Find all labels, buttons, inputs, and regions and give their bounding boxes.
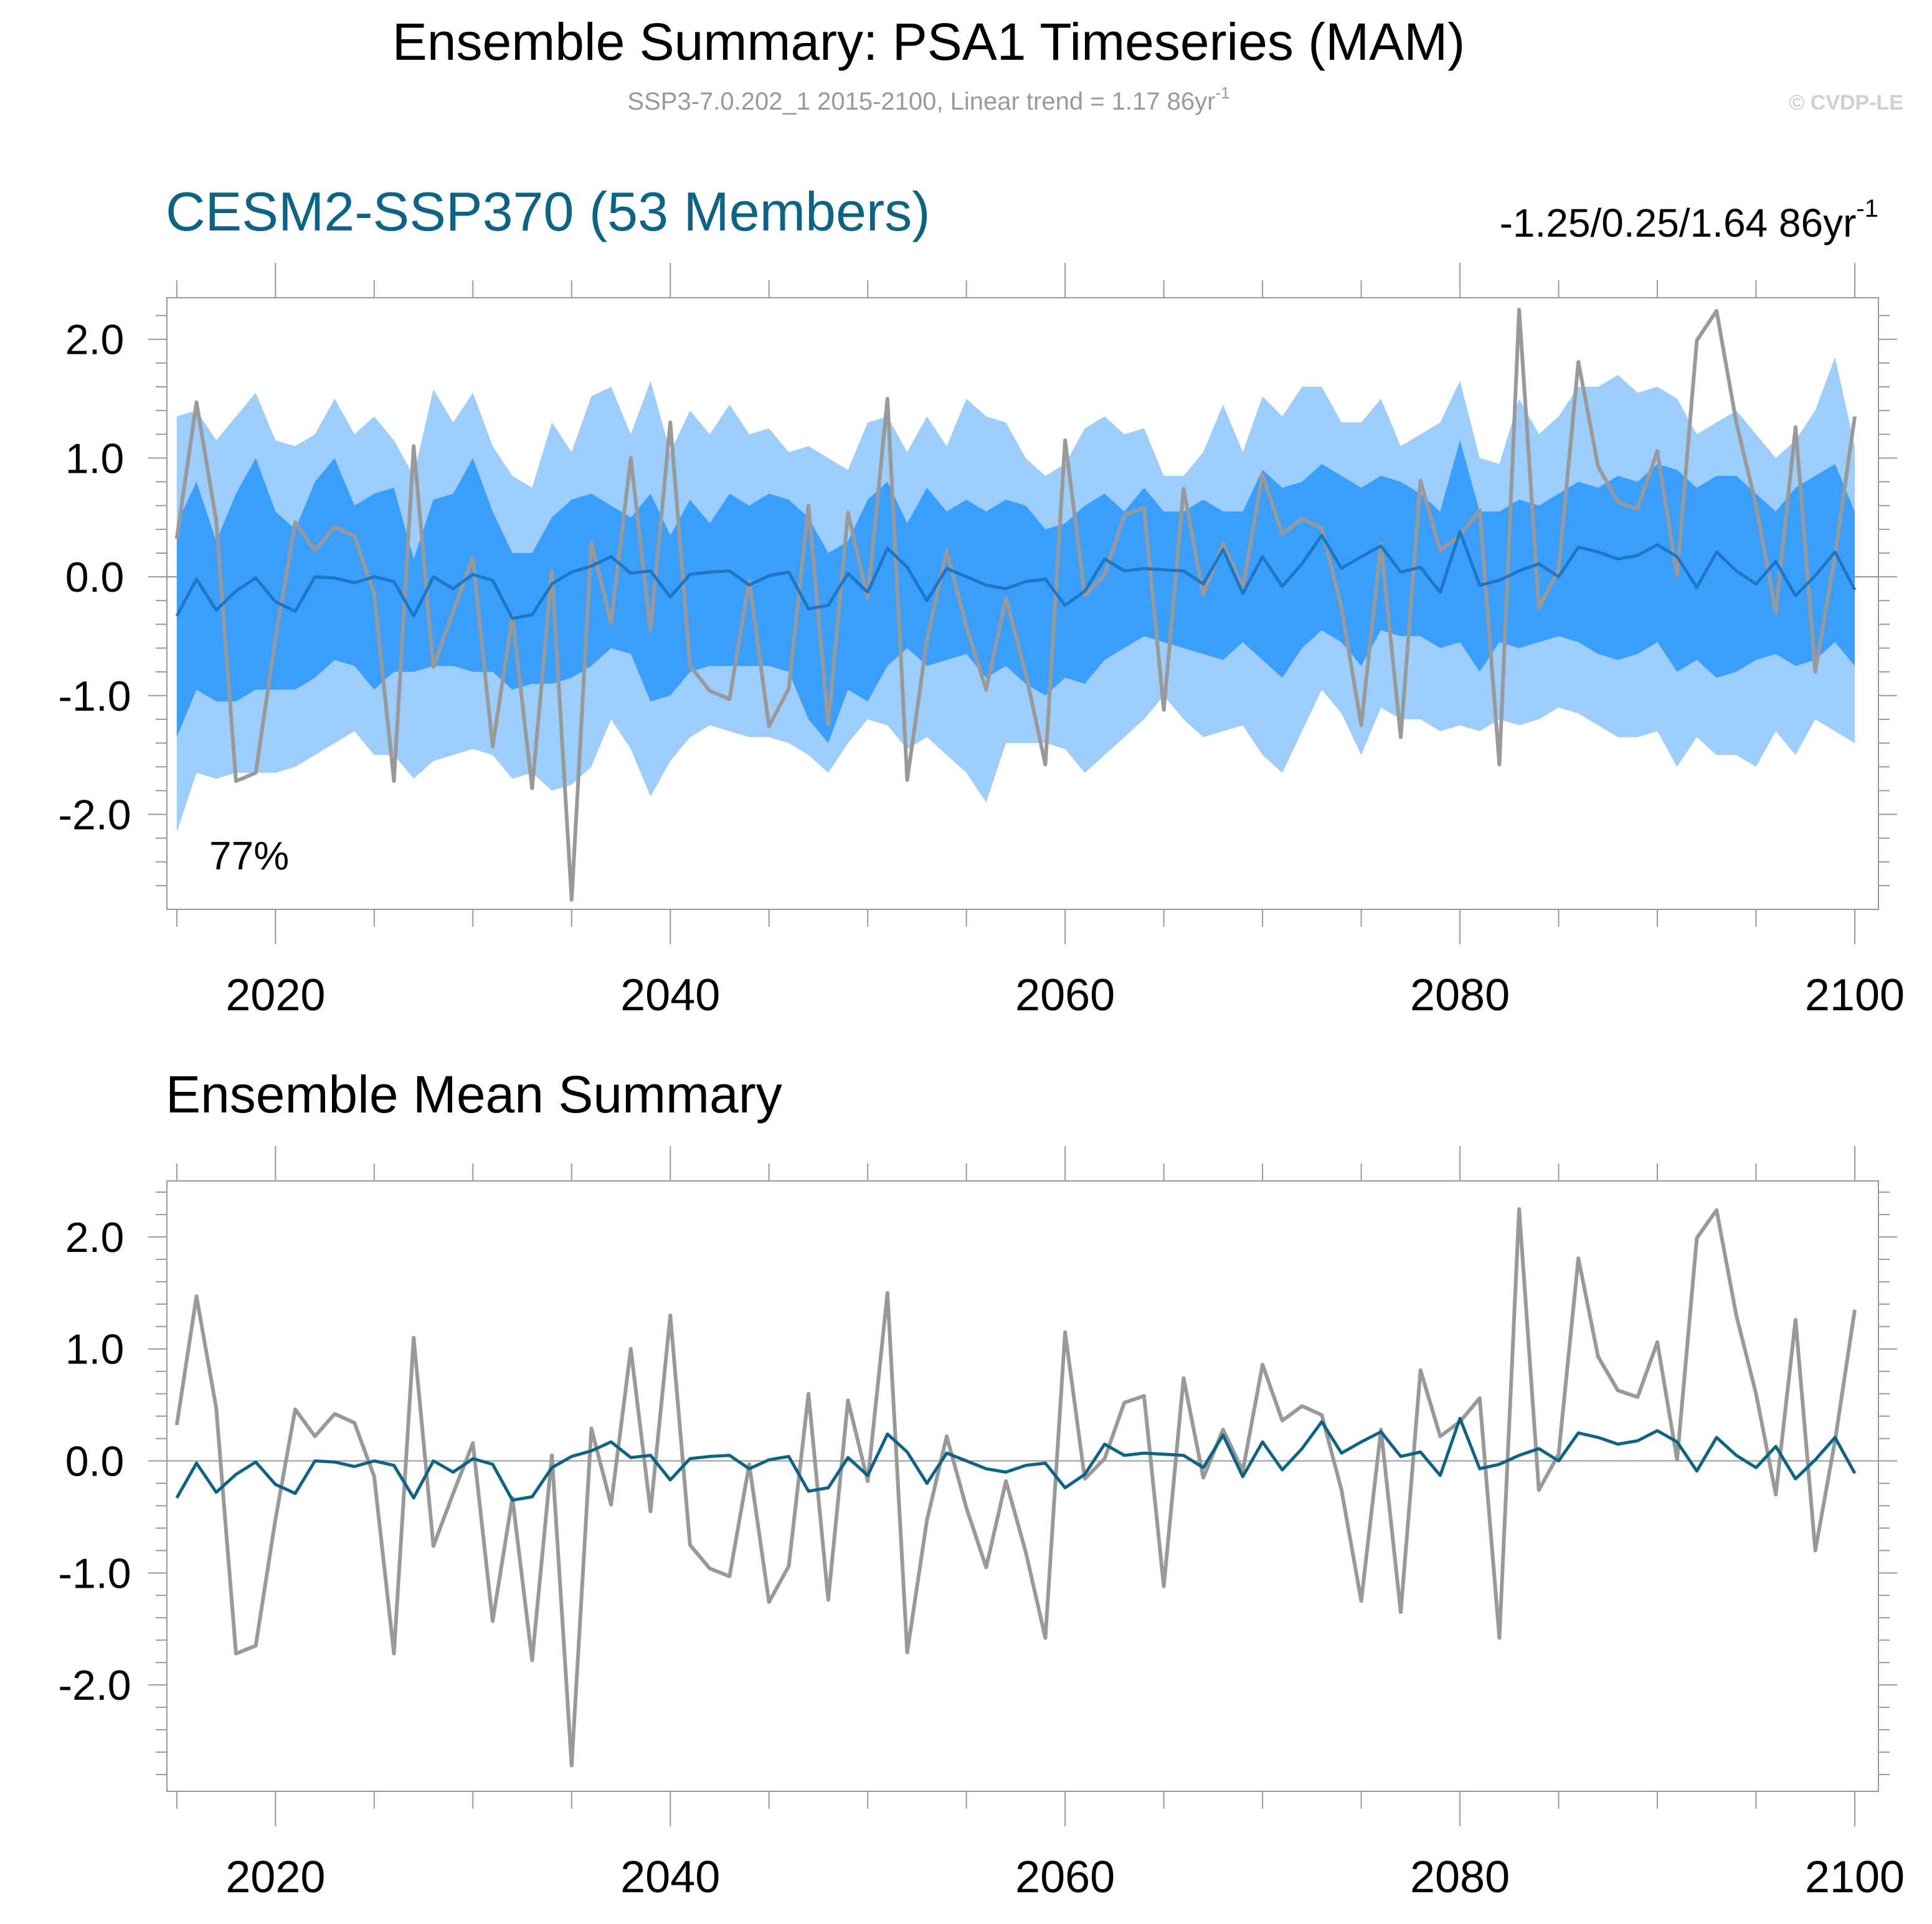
y-tick-label: 1.0	[65, 435, 125, 482]
bottom-axes	[148, 1146, 1897, 1826]
watermark: © CVDP-LE	[1789, 91, 1903, 115]
y-tick-label: 2.0	[65, 1214, 125, 1261]
figure-title: Ensemble Summary: PSA1 Timeseries (MAM)	[392, 12, 1465, 71]
ensemble-band-25-75	[176, 440, 1855, 744]
top-tick-labels: 2020 2040 2060 2080 2100 -2.0 -1.0 0.0 1.0 2.0	[58, 316, 1905, 1020]
bottom-series-lines	[174, 1207, 1857, 1768]
subtitle-superscript: -1	[1215, 83, 1229, 102]
top-panel-trend-label: -1.25/0.25/1.64 86yr-1	[1500, 195, 1878, 245]
plot-frame	[166, 1180, 1879, 1792]
y-tick-label: 1.0	[65, 1326, 125, 1373]
x-tick-label: 2100	[1805, 970, 1905, 1020]
y-tick-label: -1.0	[58, 1550, 131, 1597]
top-panel-title: CESM2-SSP370 (53 Members)	[166, 181, 930, 242]
y-tick-label: -2.0	[58, 1662, 131, 1709]
x-tick-label: 2020	[225, 1852, 325, 1902]
y-tick-label: -2.0	[58, 791, 131, 838]
top-panel-annotation: 77%	[209, 833, 289, 878]
trend-label-main: -1.25/0.25/1.64 86yr	[1500, 201, 1857, 245]
bottom-panel-title: Ensemble Mean Summary	[166, 1065, 782, 1124]
y-tick-label: 0.0	[65, 1438, 125, 1486]
y-tick-label: -1.0	[58, 673, 131, 720]
x-tick-label: 2060	[1015, 970, 1115, 1020]
bottom-panel-plot: 2020 2040 2060 2080 2100 -2.0 -1.0 0.0 1.0 2.0	[58, 1146, 1905, 1902]
x-tick-label: 2040	[620, 970, 720, 1020]
y-tick-label: 0.0	[65, 554, 125, 601]
top-axes	[148, 263, 1897, 944]
x-tick-label: 2040	[620, 1852, 720, 1902]
ensemble-mean-line	[175, 530, 1857, 620]
top-ensemble-bands	[176, 357, 1855, 833]
ensemble-mean-line	[175, 1416, 1857, 1502]
x-tick-label: 2020	[225, 970, 325, 1020]
y-tick-label: 2.0	[65, 316, 125, 364]
figure-subtitle: SSP3-7.0.202_1 2015-2100, Linear trend =…	[627, 83, 1229, 115]
plot-frame	[166, 297, 1879, 910]
x-tick-label: 2080	[1410, 970, 1510, 1020]
x-tick-label: 2060	[1015, 1852, 1115, 1902]
top-series-lines	[174, 308, 1857, 902]
x-tick-label: 2080	[1410, 1852, 1510, 1902]
trend-label-superscript: -1	[1856, 195, 1878, 222]
bottom-tick-labels: 2020 2040 2060 2080 2100 -2.0 -1.0 0.0 1.0 2.0	[58, 1214, 1905, 1902]
x-tick-label: 2100	[1805, 1852, 1905, 1902]
observations-line	[174, 308, 1857, 902]
top-panel-plot: 2020 2040 2060 2080 2100 -2.0 -1.0 0.0 1.0 2.0	[58, 263, 1905, 1020]
subtitle-main: SSP3-7.0.202_1 2015-2100, Linear trend =…	[627, 88, 1215, 115]
observations-line	[174, 1207, 1857, 1768]
